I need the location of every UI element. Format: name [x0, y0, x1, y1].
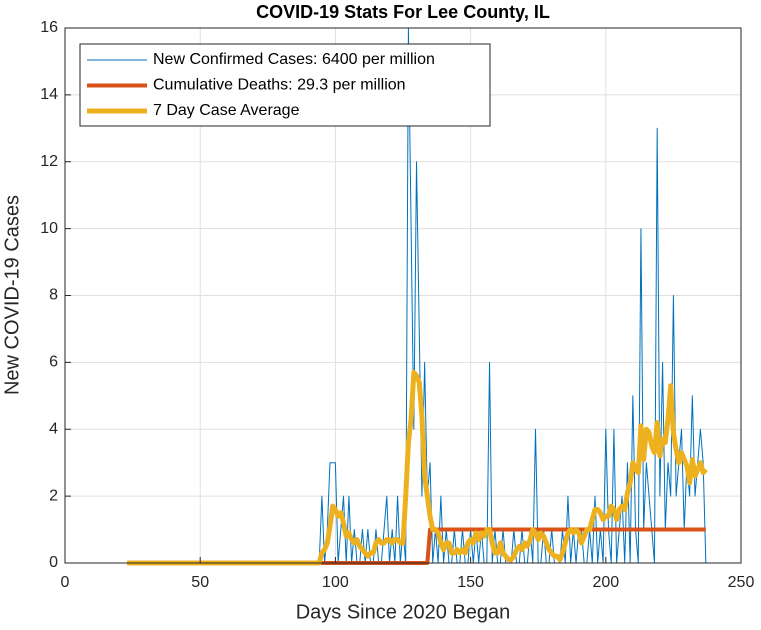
y-tick-label: 0	[49, 554, 58, 571]
x-tick-label: 250	[728, 574, 755, 591]
y-tick-label: 2	[49, 487, 58, 504]
y-tick-label: 10	[40, 220, 58, 237]
legend-label: 7 Day Case Average	[153, 102, 300, 119]
x-tick-label: 0	[61, 574, 70, 591]
x-axis-label: Days Since 2020 Began	[296, 601, 511, 623]
x-tick-label: 200	[592, 574, 619, 591]
y-tick-label: 14	[40, 86, 58, 103]
x-tick-label: 50	[191, 574, 209, 591]
y-tick-label: 4	[49, 420, 58, 437]
x-tick-label: 150	[457, 574, 484, 591]
legend-box	[79, 43, 491, 127]
x-tick-label: 100	[322, 574, 349, 591]
legend-label: Cumulative Deaths: 29.3 per million	[153, 77, 406, 94]
series-line	[127, 369, 708, 566]
y-axis-label: New COVID-19 Cases	[1, 195, 23, 395]
y-tick-label: 12	[40, 153, 58, 170]
y-tick-label: 16	[40, 19, 58, 36]
y-tick-label: 6	[49, 354, 58, 371]
chart-title: COVID-19 Stats For Lee County, IL	[256, 2, 550, 22]
y-tick-label: 8	[49, 287, 58, 304]
legend-label: New Confirmed Cases: 6400 per million	[153, 51, 435, 68]
